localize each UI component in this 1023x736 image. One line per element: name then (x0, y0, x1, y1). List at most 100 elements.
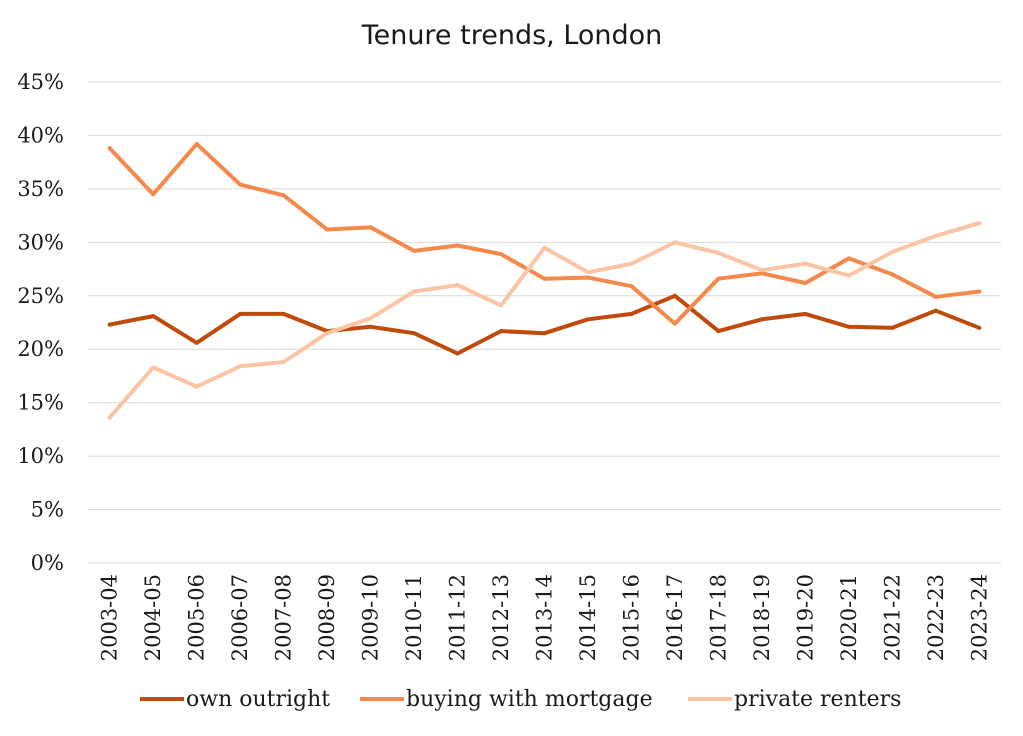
data-point-buying-with-mortgage (846, 256, 851, 261)
x-tick-label: 2019-20 (793, 574, 817, 661)
x-axis-tick-labels: 2003-04 2004-05 2005-06 2006-07 2007-08 2008-… (98, 574, 992, 661)
x-tick-label: 2023-24 (967, 574, 991, 661)
x-tick-label: 2013-14 (533, 574, 557, 661)
data-point-private-renters (238, 364, 243, 369)
series-lines (107, 141, 982, 420)
x-tick-label: 2008-09 (315, 574, 339, 661)
legend: own outright buying with mortgage private … (140, 687, 901, 712)
y-tick-label: 25% (17, 284, 64, 308)
x-tick-label: 2007-08 (272, 574, 296, 661)
legend-item-private-renters: private renters (688, 687, 901, 712)
data-point-buying-with-mortgage (151, 192, 156, 197)
data-point-private-renters (933, 233, 938, 238)
data-point-private-renters (542, 245, 547, 250)
x-tick-label: 2022-23 (924, 574, 948, 661)
data-point-private-renters (455, 283, 460, 288)
x-tick-label: 2014-15 (576, 574, 600, 661)
legend-label: own outright (186, 687, 330, 712)
series-line-own-outright (107, 293, 982, 356)
x-tick-label: 2012-13 (489, 574, 513, 661)
data-point-own-outright (846, 324, 851, 329)
data-point-own-outright (542, 331, 547, 336)
data-point-private-renters (977, 221, 982, 226)
data-point-buying-with-mortgage (542, 276, 547, 281)
data-point-private-renters (107, 415, 112, 420)
x-tick-label: 2015-16 (619, 574, 643, 661)
data-point-own-outright (933, 308, 938, 313)
data-point-own-outright (107, 322, 112, 327)
legend-label: buying with mortgage (406, 687, 653, 712)
x-tick-label: 2010-11 (402, 574, 426, 661)
data-point-own-outright (238, 311, 243, 316)
series-line-private-renters (107, 221, 982, 420)
data-point-private-renters (585, 270, 590, 275)
x-tick-label: 2004-05 (141, 574, 165, 661)
data-point-buying-with-mortgage (281, 193, 286, 198)
y-tick-label: 30% (17, 230, 64, 254)
data-point-private-renters (412, 289, 417, 294)
data-point-buying-with-mortgage (803, 280, 808, 285)
data-point-private-renters (846, 273, 851, 278)
data-point-private-renters (368, 316, 373, 321)
data-point-own-outright (803, 311, 808, 316)
data-point-own-outright (455, 351, 460, 356)
data-point-own-outright (585, 317, 590, 322)
x-tick-label: 2011-12 (446, 574, 470, 661)
series-line-buying-with-mortgage (107, 142, 982, 326)
data-point-buying-with-mortgage (716, 276, 721, 281)
x-tick-label: 2006-07 (228, 574, 252, 661)
data-point-buying-with-mortgage (585, 275, 590, 280)
data-point-buying-with-mortgage (325, 227, 330, 232)
data-point-buying-with-mortgage (629, 284, 634, 289)
data-point-buying-with-mortgage (499, 252, 504, 257)
data-point-buying-with-mortgage (672, 321, 677, 326)
y-tick-label: 20% (17, 337, 64, 361)
y-tick-label: 45% (17, 70, 64, 94)
data-point-own-outright (151, 314, 156, 319)
data-point-buying-with-mortgage (107, 146, 112, 151)
data-point-private-renters (629, 261, 634, 266)
x-tick-label: 2016-17 (663, 574, 687, 661)
data-point-private-renters (194, 384, 199, 389)
data-point-buying-with-mortgage (933, 294, 938, 299)
x-tick-label: 2005-06 (185, 574, 209, 661)
data-point-own-outright (412, 331, 417, 336)
data-point-own-outright (759, 317, 764, 322)
data-point-private-renters (890, 249, 895, 254)
data-point-own-outright (499, 329, 504, 334)
data-point-own-outright (716, 329, 721, 334)
y-tick-label: 5% (31, 498, 64, 522)
x-tick-label: 2021-22 (880, 574, 904, 661)
data-point-buying-with-mortgage (194, 141, 199, 146)
data-point-private-renters (325, 331, 330, 336)
data-point-private-renters (672, 240, 677, 245)
data-point-buying-with-mortgage (977, 289, 982, 294)
y-tick-label: 10% (17, 444, 64, 468)
chart-title: Tenure trends, London (361, 20, 663, 51)
x-tick-label: 2018-19 (750, 574, 774, 661)
y-tick-label: 15% (17, 391, 64, 415)
data-point-private-renters (803, 261, 808, 266)
y-tick-label: 35% (17, 177, 64, 201)
data-point-buying-with-mortgage (238, 182, 243, 187)
legend-label: private renters (734, 687, 901, 712)
data-point-own-outright (281, 311, 286, 316)
legend-item-buying-with-mortgage: buying with mortgage (360, 687, 653, 712)
y-tick-label: 0% (31, 551, 64, 575)
data-point-private-renters (281, 360, 286, 365)
data-point-buying-with-mortgage (759, 271, 764, 276)
data-point-own-outright (890, 325, 895, 330)
y-axis-tick-labels: 0% 5% 10% 15% 20% 25% 30% 35% 40% 45% (17, 70, 64, 575)
x-tick-label: 2017-18 (706, 574, 730, 661)
data-point-buying-with-mortgage (455, 243, 460, 248)
data-point-own-outright (629, 311, 634, 316)
x-tick-label: 2003-04 (98, 574, 122, 661)
data-point-private-renters (499, 303, 504, 308)
data-point-buying-with-mortgage (412, 248, 417, 253)
legend-item-own-outright: own outright (140, 687, 330, 712)
gridlines (88, 81, 1001, 564)
data-point-private-renters (759, 268, 764, 273)
data-point-buying-with-mortgage (368, 225, 373, 230)
data-point-buying-with-mortgage (890, 272, 895, 277)
